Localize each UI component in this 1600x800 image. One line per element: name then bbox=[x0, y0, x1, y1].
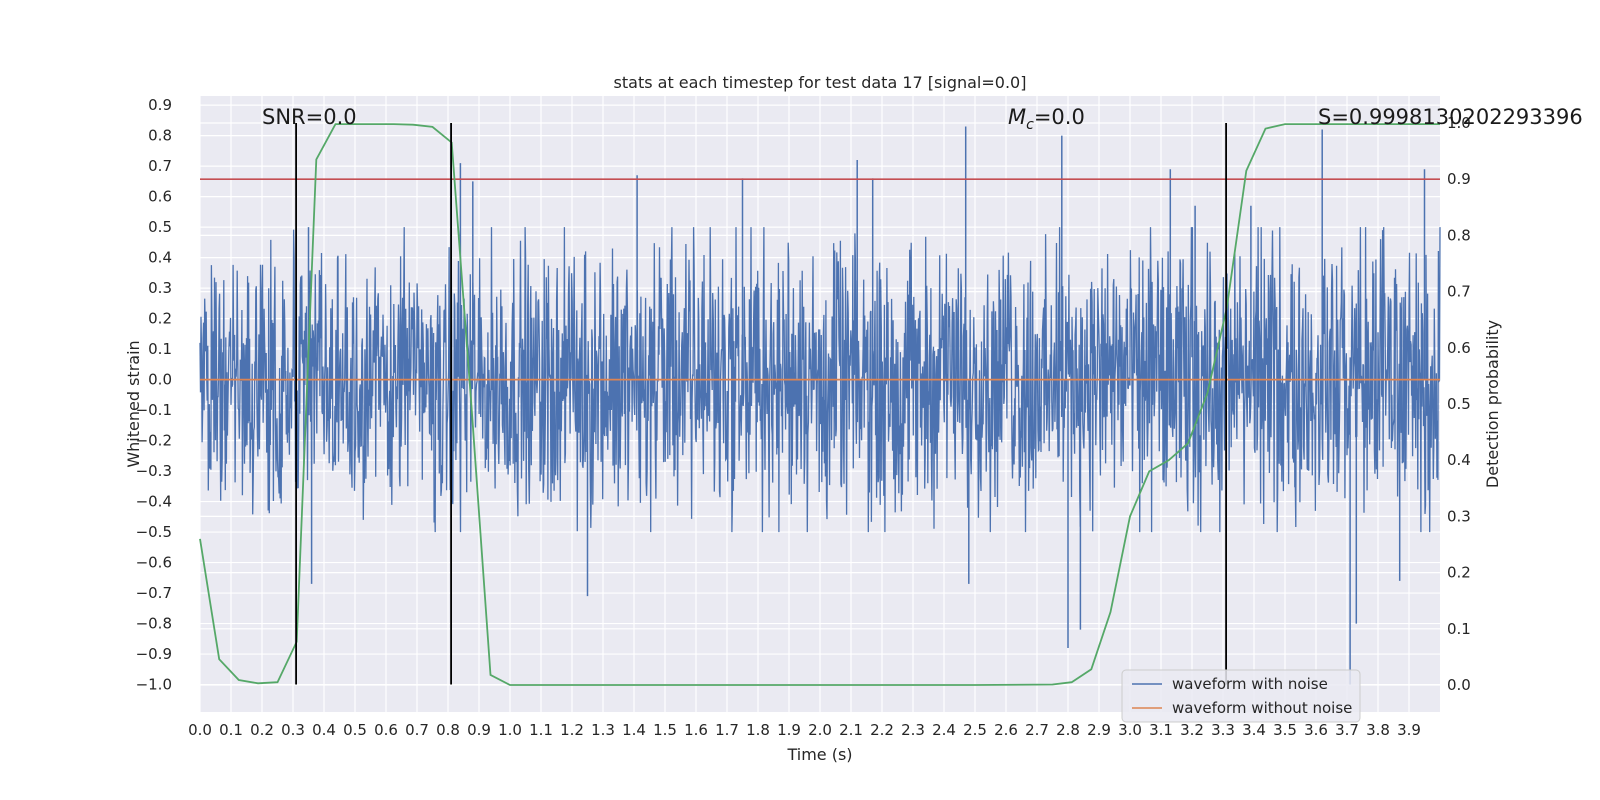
x-tick-label: 2.3 bbox=[901, 721, 925, 739]
x-tick-label: 0.4 bbox=[312, 721, 336, 739]
y-tick-label: −0.8 bbox=[136, 615, 172, 633]
y2-tick-label: 0.0 bbox=[1447, 676, 1471, 694]
annotation-score: S=0.9998130202293396 bbox=[1318, 105, 1583, 129]
legend-label-clean: waveform without noise bbox=[1172, 699, 1352, 717]
y2-tick-label: 0.4 bbox=[1447, 451, 1471, 469]
x-tick-label: 2.7 bbox=[1025, 721, 1049, 739]
y-tick-label: −0.9 bbox=[136, 645, 172, 663]
x-tick-label: 1.1 bbox=[529, 721, 553, 739]
x-tick-label: 1.8 bbox=[746, 721, 770, 739]
y2-tick-label: 0.2 bbox=[1447, 564, 1471, 582]
x-tick-label: 1.7 bbox=[715, 721, 739, 739]
annotation-mc: Mc=0.0 bbox=[1008, 105, 1085, 133]
x-tick-label: 0.0 bbox=[188, 721, 212, 739]
x-tick-label: 0.1 bbox=[219, 721, 243, 739]
legend-label-noise: waveform with noise bbox=[1172, 675, 1328, 693]
x-tick-label: 1.9 bbox=[777, 721, 801, 739]
tick-labels: 0.0 0.1 0.2 0.3 0.4 0.5 0.6 0.7 0.8 0.9 1.0 1.1 1.2 1… bbox=[136, 96, 1471, 739]
x-tick-label: 3.5 bbox=[1273, 721, 1297, 739]
y2-tick-label: 1.0 bbox=[1447, 114, 1471, 132]
x-tick-label: 2.2 bbox=[870, 721, 894, 739]
chart-title: stats at each timestep for test data 17 … bbox=[614, 73, 1027, 92]
annotation-mc-subscript: c bbox=[1026, 117, 1034, 133]
x-tick-label: 3.0 bbox=[1118, 721, 1142, 739]
x-tick-label: 3.7 bbox=[1335, 721, 1359, 739]
y-axis-label: Whitened strain bbox=[124, 340, 143, 467]
x-tick-label: 1.3 bbox=[591, 721, 615, 739]
x-tick-label: 1.2 bbox=[560, 721, 584, 739]
noise-trace bbox=[199, 227, 1441, 533]
y-tick-label: 0.4 bbox=[148, 249, 172, 267]
y-tick-label: −0.3 bbox=[136, 462, 172, 480]
y-tick-label: −0.4 bbox=[136, 493, 172, 511]
x-tick-label: 3.4 bbox=[1242, 721, 1266, 739]
y2-tick-label: 0.6 bbox=[1447, 339, 1471, 357]
y-tick-label: 0.3 bbox=[148, 279, 172, 297]
x-tick-label: 0.5 bbox=[343, 721, 367, 739]
legend-box bbox=[1121, 669, 1361, 723]
x-tick-label: 3.1 bbox=[1149, 721, 1173, 739]
series-lines bbox=[199, 123, 1440, 686]
series-waveform-with-noise bbox=[199, 123, 1441, 685]
annotation-mc-value: =0.0 bbox=[1034, 105, 1085, 129]
y-tick-label: −0.5 bbox=[136, 523, 172, 541]
x-tick-label: 3.3 bbox=[1211, 721, 1235, 739]
y-tick-label: 0.6 bbox=[148, 188, 172, 206]
y2-tick-label: 0.7 bbox=[1447, 283, 1471, 301]
x-tick-label: 0.3 bbox=[281, 721, 305, 739]
vertical-markers bbox=[295, 122, 1227, 685]
x-tick-label: 0.9 bbox=[467, 721, 491, 739]
x-tick-label: 2.6 bbox=[994, 721, 1018, 739]
x-tick-label: 3.8 bbox=[1366, 721, 1390, 739]
x-tick-label: 2.4 bbox=[932, 721, 956, 739]
y-tick-label: −0.2 bbox=[136, 432, 172, 450]
y-tick-label: 0.9 bbox=[148, 96, 172, 114]
y2-tick-label: 0.8 bbox=[1447, 226, 1471, 244]
annotation-snr: SNR=0.0 bbox=[262, 105, 357, 129]
y-tick-label: −0.1 bbox=[136, 401, 172, 419]
x-tick-label: 1.0 bbox=[498, 721, 522, 739]
x-tick-label: 0.8 bbox=[436, 721, 460, 739]
x-tick-label: 2.5 bbox=[963, 721, 987, 739]
y-tick-label: −0.7 bbox=[136, 584, 172, 602]
x-tick-label: 0.6 bbox=[374, 721, 398, 739]
x-axis-label: Time (s) bbox=[786, 745, 852, 764]
x-tick-label: 2.1 bbox=[839, 721, 863, 739]
y-tick-label: 0.5 bbox=[148, 218, 172, 236]
x-tick-label: 0.7 bbox=[405, 721, 429, 739]
y2-axis-label: Detection probability bbox=[1483, 320, 1502, 488]
y-tick-label: 0.2 bbox=[148, 310, 172, 328]
x-tick-label: 1.5 bbox=[653, 721, 677, 739]
x-tick-label: 3.6 bbox=[1304, 721, 1328, 739]
x-tick-label: 2.0 bbox=[808, 721, 832, 739]
x-tick-label: 3.2 bbox=[1180, 721, 1204, 739]
y-tick-label: 0.8 bbox=[148, 127, 172, 145]
x-tick-label: 2.9 bbox=[1087, 721, 1111, 739]
y-tick-label: −0.6 bbox=[136, 554, 172, 572]
y-tick-label: 0.7 bbox=[148, 157, 172, 175]
x-tick-label: 0.2 bbox=[250, 721, 274, 739]
y-tick-label: 0.0 bbox=[148, 371, 172, 389]
y2-tick-label: 0.3 bbox=[1447, 507, 1471, 525]
y-tick-label: −1.0 bbox=[136, 676, 172, 694]
legend: waveform with noise waveform without noi… bbox=[1121, 669, 1361, 723]
x-tick-label: 2.8 bbox=[1056, 721, 1080, 739]
y2-tick-label: 0.1 bbox=[1447, 620, 1471, 638]
annotation-mc-symbol: M bbox=[1008, 105, 1026, 129]
x-tick-label: 1.6 bbox=[684, 721, 708, 739]
y-tick-label: 0.1 bbox=[148, 340, 172, 358]
x-tick-label: 1.4 bbox=[622, 721, 646, 739]
y2-tick-label: 0.5 bbox=[1447, 395, 1471, 413]
y2-tick-label: 0.9 bbox=[1447, 170, 1471, 188]
series-detection-probability bbox=[199, 123, 1440, 686]
x-tick-label: 3.9 bbox=[1397, 721, 1421, 739]
